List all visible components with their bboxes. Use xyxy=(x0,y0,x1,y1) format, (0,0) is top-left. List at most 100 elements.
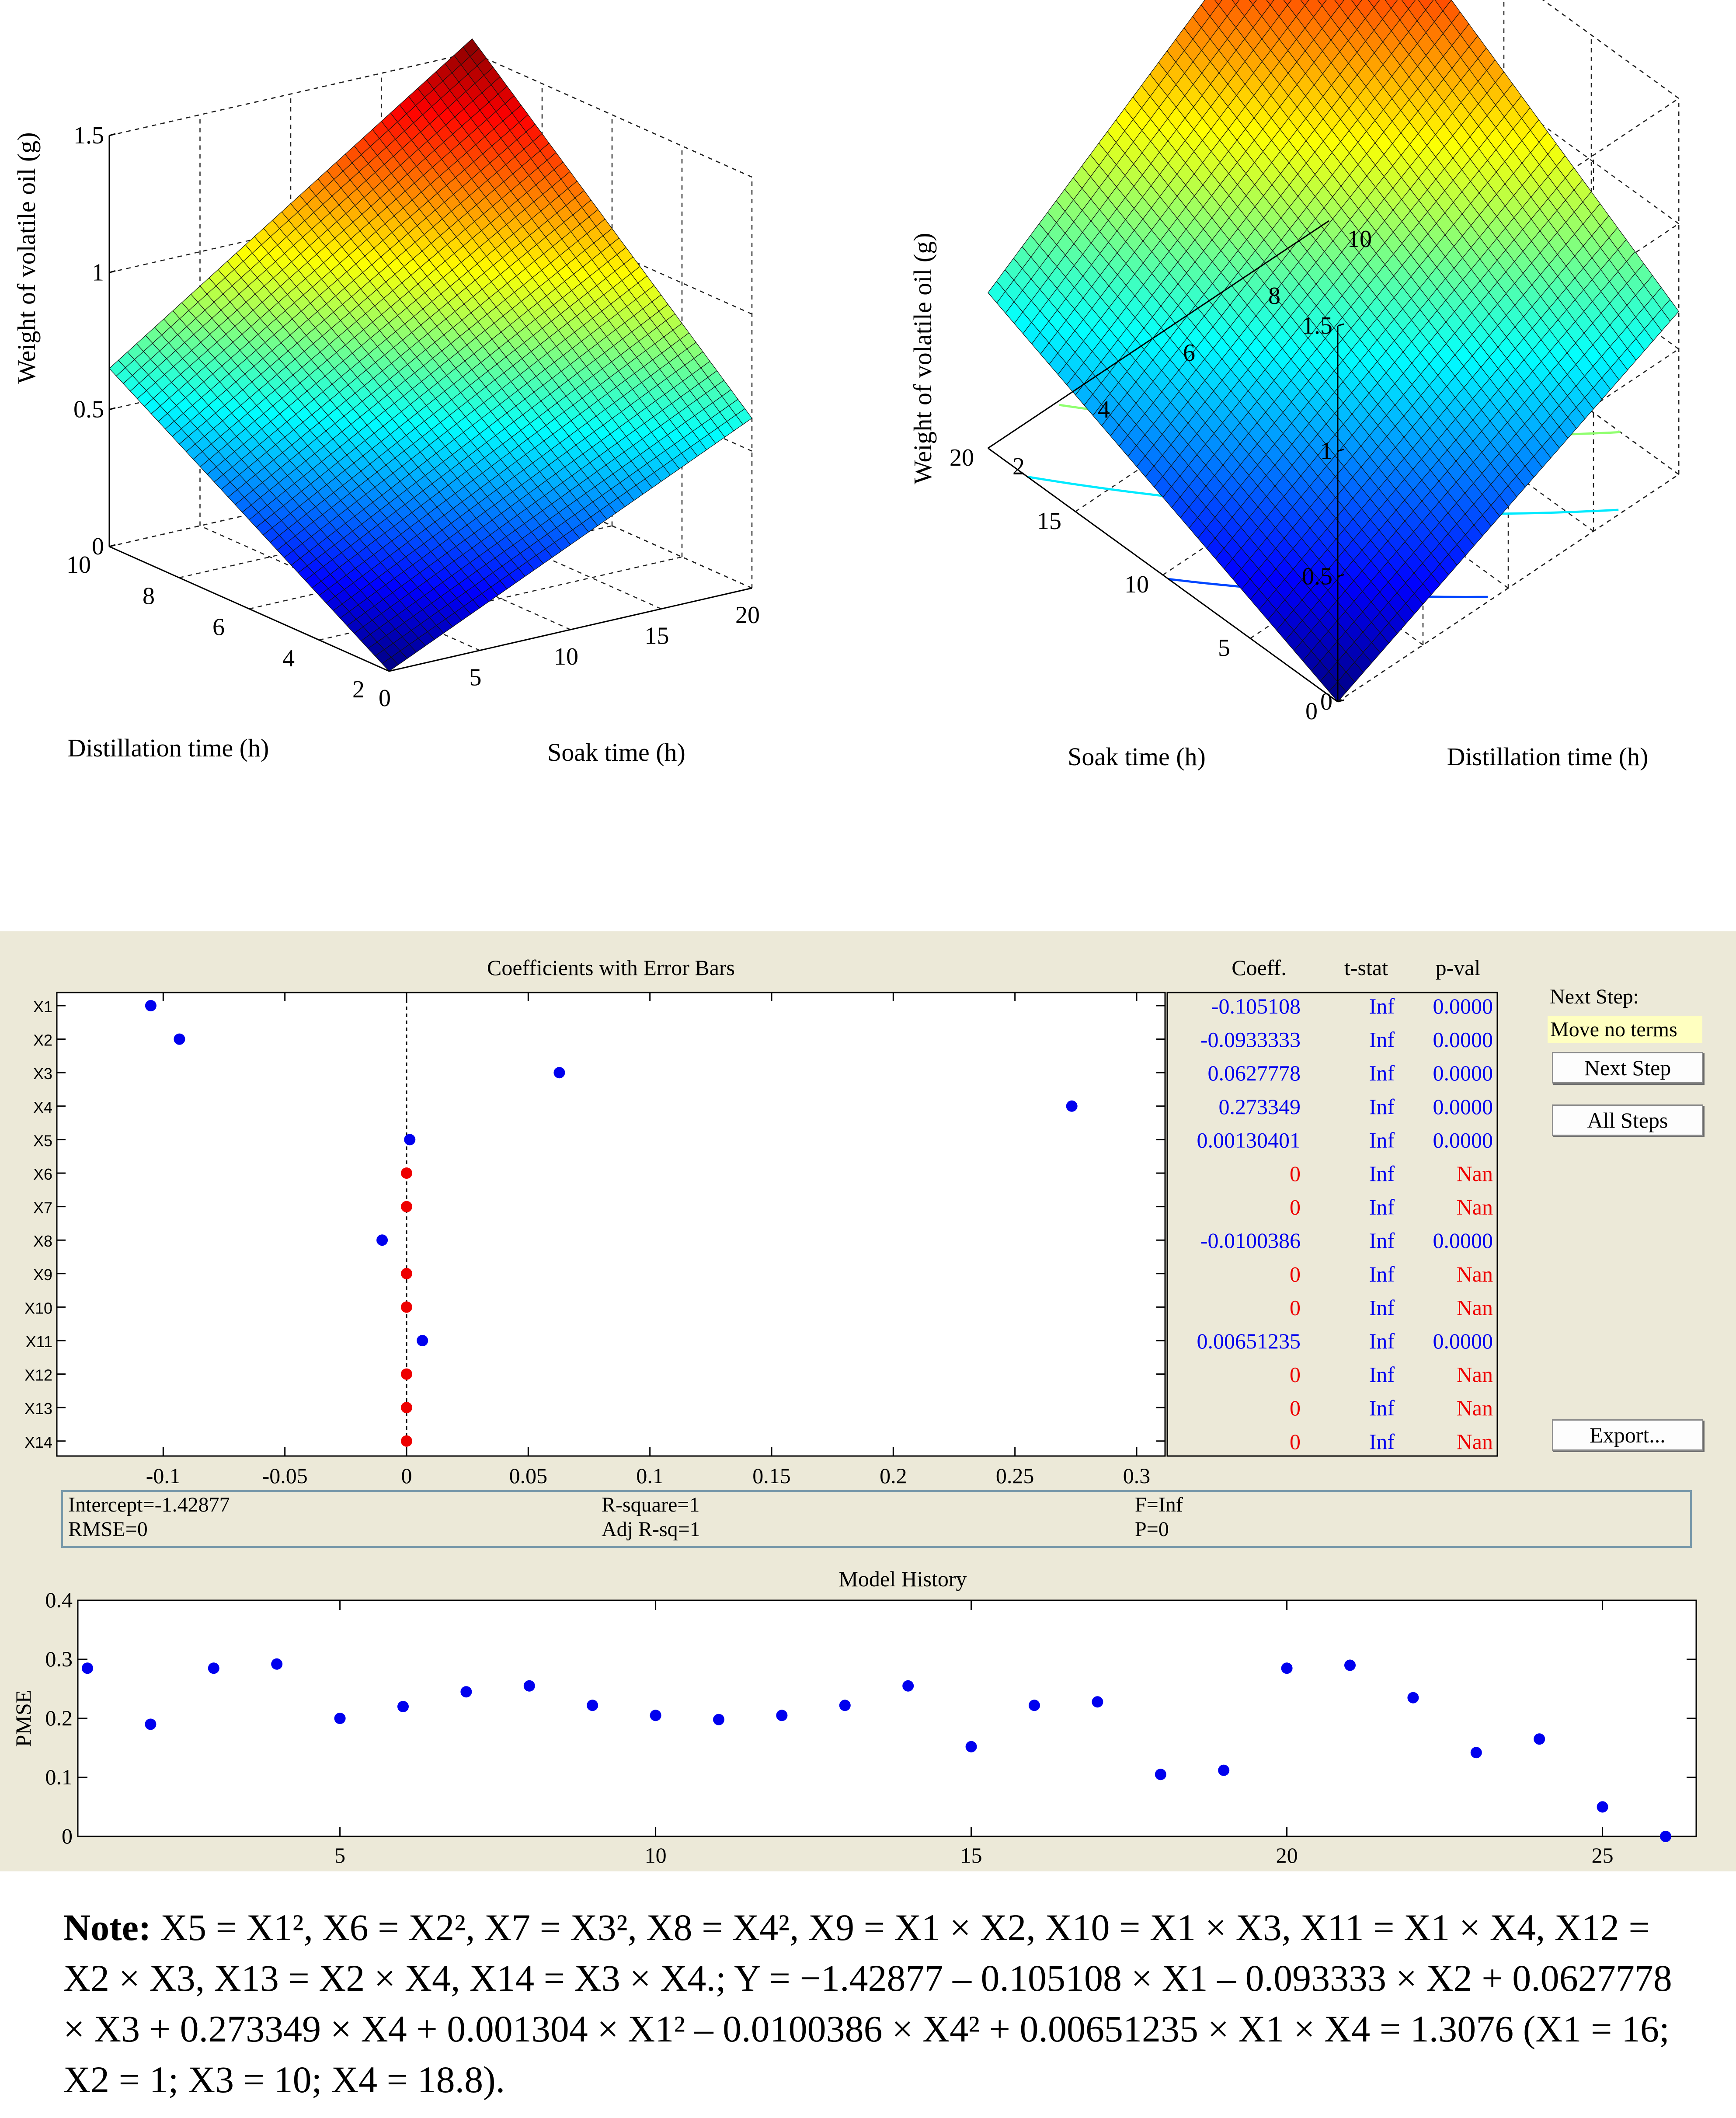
surface-mesh xyxy=(109,38,752,672)
history-point[interactable] xyxy=(1155,1769,1166,1780)
coef-point[interactable] xyxy=(401,1167,412,1179)
history-point[interactable] xyxy=(523,1680,535,1692)
history-point[interactable] xyxy=(1218,1764,1230,1776)
surface-patch xyxy=(1214,0,1222,5)
coeff-header: Coeff. xyxy=(1232,955,1286,980)
coeff-cell[interactable]: 0.00651235 xyxy=(1197,1329,1301,1353)
history-x-tick-label: 5 xyxy=(334,1843,345,1867)
x-tick-label: 0 xyxy=(1305,698,1318,725)
coef-point[interactable] xyxy=(174,1033,185,1045)
history-point[interactable] xyxy=(145,1718,157,1730)
y-tick-label: 6 xyxy=(212,614,225,641)
coeff-cell[interactable]: 0 xyxy=(1290,1295,1301,1320)
coef-x-tick-label: 0.05 xyxy=(509,1463,548,1488)
coeff-cell[interactable]: -0.0100386 xyxy=(1200,1228,1301,1253)
coeff-cell[interactable]: 0 xyxy=(1290,1429,1301,1454)
coef-x-tick-label: 0.25 xyxy=(996,1463,1034,1488)
x-axis-line xyxy=(988,447,1338,703)
coef-table xyxy=(1166,992,1498,1457)
coef-point[interactable] xyxy=(1066,1100,1078,1112)
coef-row-label: X7 xyxy=(33,1199,52,1217)
history-point[interactable] xyxy=(1029,1700,1040,1711)
pval-cell: Nan xyxy=(1457,1396,1493,1420)
coeff-cell[interactable]: 0 xyxy=(1290,1396,1301,1420)
z-tick-label: 0.5 xyxy=(1302,563,1332,590)
coeff-cell[interactable]: -0.105108 xyxy=(1211,994,1301,1018)
note-paragraph: Note: X5 = X1², X6 = X2², X7 = X3², X8 =… xyxy=(63,1902,1681,2105)
history-point[interactable] xyxy=(650,1710,661,1721)
history-point[interactable] xyxy=(1534,1733,1545,1745)
coeff-cell[interactable]: 0 xyxy=(1290,1262,1301,1286)
surface-patch xyxy=(382,657,399,672)
coef-axes xyxy=(56,992,1166,1457)
coeff-cell[interactable]: 0 xyxy=(1290,1195,1301,1219)
pval-cell: Nan xyxy=(1457,1161,1493,1186)
coef-row-label: X6 xyxy=(33,1165,52,1183)
history-point[interactable] xyxy=(1281,1662,1293,1674)
coeff-cell[interactable]: 0.273349 xyxy=(1219,1094,1301,1119)
tstat-cell: Inf xyxy=(1369,1228,1395,1253)
history-point[interactable] xyxy=(1470,1747,1482,1759)
stats-box: Intercept=-1.42877 RMSE=0 R-square=1 Adj… xyxy=(61,1490,1692,1548)
all-steps-button[interactable]: All Steps xyxy=(1552,1104,1703,1136)
history-point[interactable] xyxy=(776,1710,788,1721)
coef-row-label: X4 xyxy=(33,1098,52,1116)
history-point[interactable] xyxy=(1407,1692,1419,1703)
coef-point[interactable] xyxy=(401,1368,412,1380)
history-point[interactable] xyxy=(965,1741,977,1752)
y-tick-label: 8 xyxy=(143,582,155,610)
history-x-tick-label: 15 xyxy=(960,1843,982,1867)
coeff-cell[interactable]: 0.00130401 xyxy=(1197,1128,1301,1152)
coef-point[interactable] xyxy=(553,1067,565,1079)
coeff-cell[interactable]: 0 xyxy=(1290,1161,1301,1186)
coef-point[interactable] xyxy=(401,1402,412,1414)
coeff-cell[interactable]: 0.0627778 xyxy=(1208,1061,1301,1085)
history-point[interactable] xyxy=(82,1662,93,1674)
history-y-label: PMSE xyxy=(11,1690,35,1747)
y-tick-label: 2 xyxy=(352,676,365,703)
history-point[interactable] xyxy=(334,1713,346,1724)
export-button[interactable]: Export... xyxy=(1552,1419,1703,1451)
next-step-button[interactable]: Next Step xyxy=(1552,1052,1703,1083)
intercept-readout: Intercept=-1.42877 xyxy=(68,1493,230,1516)
coef-point[interactable] xyxy=(376,1234,388,1246)
coef-point[interactable] xyxy=(145,1000,157,1011)
coef-x-tick-label: -0.05 xyxy=(262,1463,308,1488)
history-point[interactable] xyxy=(1660,1831,1671,1842)
coef-row-label: X8 xyxy=(33,1232,52,1250)
x-tick-label: 10 xyxy=(1124,571,1149,598)
x-tick-label: 20 xyxy=(735,602,760,629)
coef-point[interactable] xyxy=(417,1335,428,1346)
history-point[interactable] xyxy=(271,1658,283,1670)
z-tick xyxy=(1337,323,1344,327)
z-gridline xyxy=(1542,0,1679,99)
coef-point[interactable] xyxy=(401,1435,412,1447)
history-point[interactable] xyxy=(1597,1801,1608,1813)
coef-point[interactable] xyxy=(401,1201,412,1212)
history-point[interactable] xyxy=(587,1700,598,1711)
surface-patch xyxy=(1351,0,1362,7)
y-axis-line xyxy=(109,546,390,672)
coeff-cell[interactable]: -0.0933333 xyxy=(1200,1028,1301,1052)
history-point[interactable] xyxy=(460,1686,472,1698)
history-point[interactable] xyxy=(1344,1659,1356,1671)
coef-point[interactable] xyxy=(404,1134,416,1146)
z-tick xyxy=(109,270,116,273)
history-point[interactable] xyxy=(208,1662,219,1674)
coef-point[interactable] xyxy=(401,1268,412,1279)
coef-point[interactable] xyxy=(401,1301,412,1313)
z-tick-label: 1 xyxy=(92,259,104,286)
history-point[interactable] xyxy=(1092,1696,1103,1708)
coeff-cell[interactable]: 0 xyxy=(1290,1362,1301,1387)
surface-patch xyxy=(1232,0,1240,5)
tstat-cell: Inf xyxy=(1369,1061,1395,1085)
pval-cell: 0.0000 xyxy=(1433,1329,1493,1353)
history-point[interactable] xyxy=(397,1701,409,1712)
history-point[interactable] xyxy=(713,1714,724,1725)
history-x-tick-label: 20 xyxy=(1276,1843,1298,1867)
coef-row-label: X14 xyxy=(24,1433,52,1451)
history-point[interactable] xyxy=(839,1700,851,1711)
tstat-cell: Inf xyxy=(1369,1262,1395,1286)
note-label: Note: xyxy=(63,1906,151,1948)
history-point[interactable] xyxy=(902,1680,914,1692)
